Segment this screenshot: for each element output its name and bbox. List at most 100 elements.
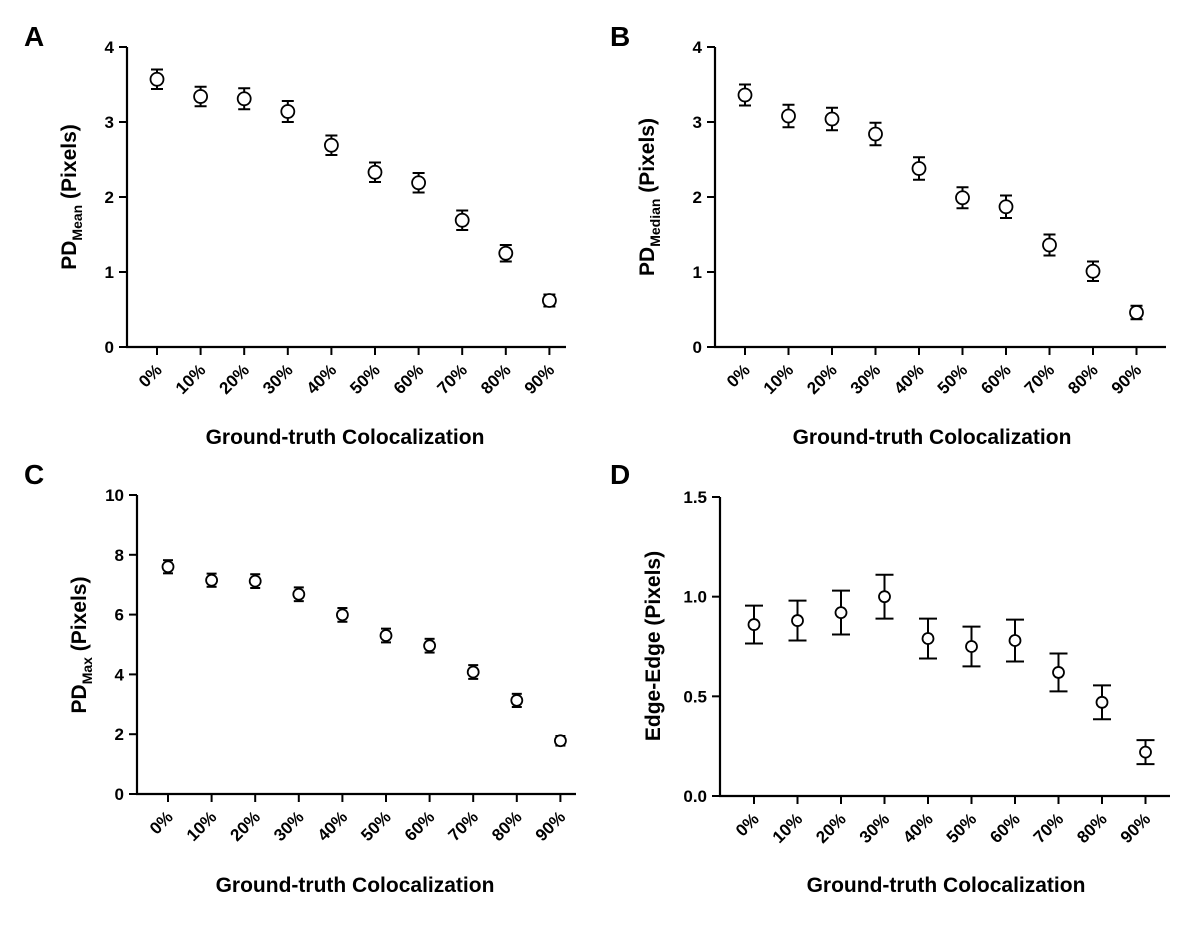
x-tick-label-b: 0% — [723, 360, 754, 391]
y-tick-label-b: 0 — [693, 338, 702, 357]
data-point-c — [379, 629, 393, 642]
data-point-d — [834, 606, 848, 620]
x-tick-label-d: 30% — [856, 809, 893, 846]
x-tick-label-c: 30% — [270, 807, 307, 844]
x-tick-label-a: 40% — [303, 360, 340, 397]
x-tick-label-d: 0% — [732, 809, 763, 840]
x-tick-label-c: 10% — [183, 807, 220, 844]
data-point-a — [193, 89, 209, 104]
x-tick-label-c: 50% — [357, 807, 394, 844]
data-point-a — [498, 245, 514, 261]
data-point-c — [554, 734, 567, 748]
data-point-a — [454, 212, 470, 228]
y-tick-label-d: 0.0 — [683, 787, 707, 806]
data-point-c — [292, 587, 306, 601]
x-tick-label-b: 10% — [760, 360, 797, 397]
y-axis-title-c: PDMax (Pixels) — [68, 577, 95, 714]
data-point-b — [911, 161, 927, 176]
data-point-b — [868, 126, 883, 142]
y-axis-title-a: PDMean (Pixels) — [58, 124, 85, 270]
x-tick-label-c: 20% — [227, 807, 264, 844]
x-tick-label-c: 0% — [146, 807, 177, 838]
y-tick-label-c: 0 — [115, 785, 124, 804]
x-tick-label-d: 90% — [1117, 809, 1154, 846]
data-point-b — [781, 108, 796, 124]
x-tick-label-b: 80% — [1064, 360, 1101, 397]
data-point-d — [791, 614, 804, 627]
y-axis-title-b: PDMedian (Pixels) — [636, 118, 663, 276]
data-point-c — [248, 574, 262, 588]
y-tick-label-c: 10 — [105, 486, 124, 505]
y-tick-label-b: 3 — [693, 113, 702, 132]
data-point-d — [747, 618, 761, 631]
y-tick-label-d: 1.0 — [683, 588, 707, 607]
x-tick-label-a: 50% — [346, 360, 383, 397]
data-point-b — [737, 87, 753, 103]
y-axis-title-d: Edge-Edge (Pixels) — [642, 551, 665, 741]
data-point-b — [824, 111, 840, 127]
data-point-c — [423, 639, 437, 653]
panel-letter-c: C — [24, 459, 44, 490]
x-tick-label-c: 80% — [488, 807, 525, 844]
plot-area-c: 0 2 4 6 8 10 0% 10% 20% 30% 40% 50% 60% 70% 80% 90% — [105, 486, 576, 845]
x-tick-label-c: 40% — [314, 807, 351, 844]
x-axis-title-b: Ground-truth Colocalization — [793, 426, 1072, 449]
panel-letter-d: D — [610, 459, 630, 490]
panel-c: C 0 2 4 6 8 10 0% 10% 20% 30% 40% 50% 60% 70% 80% 90% P… — [24, 459, 576, 897]
data-point-c — [510, 694, 524, 707]
y-tick-label-c: 2 — [115, 725, 124, 744]
x-tick-label-a: 0% — [135, 360, 166, 391]
data-point-b — [1042, 237, 1057, 253]
data-point-d — [921, 632, 935, 645]
y-tick-label-b: 2 — [693, 188, 702, 207]
x-tick-label-d: 80% — [1073, 809, 1110, 846]
data-point-a — [411, 175, 427, 191]
x-tick-label-a: 60% — [390, 360, 427, 397]
x-tick-label-b: 30% — [847, 360, 884, 397]
x-tick-label-a: 10% — [172, 360, 209, 397]
data-point-c — [335, 608, 349, 622]
x-tick-label-b: 50% — [934, 360, 971, 397]
x-axis-title-d: Ground-truth Colocalization — [807, 874, 1086, 897]
y-tick-label-c: 4 — [115, 665, 125, 684]
panel-letter-b: B — [610, 21, 630, 52]
data-point-b — [955, 190, 970, 206]
plot-area-d: 0.0 0.5 1.0 1.5 0% 10% 20% 30% 40% 50% 60% 70% 80% 90… — [683, 488, 1170, 847]
data-point-a — [367, 164, 383, 180]
data-point-b — [998, 199, 1014, 215]
y-tick-label-a: 0 — [105, 338, 114, 357]
data-point-c — [466, 665, 480, 679]
data-point-d — [965, 640, 978, 653]
x-axis-title-c: Ground-truth Colocalization — [216, 874, 495, 897]
y-tick-label-d: 0.5 — [683, 687, 707, 706]
x-tick-label-a: 90% — [521, 360, 558, 397]
data-point-a — [542, 293, 557, 308]
y-tick-label-c: 6 — [115, 606, 124, 625]
data-point-a — [149, 71, 165, 87]
data-point-c — [205, 573, 219, 587]
x-tick-label-b: 60% — [977, 360, 1014, 397]
x-tick-label-b: 20% — [803, 360, 840, 397]
x-tick-label-c: 90% — [532, 807, 569, 844]
y-tick-label-a: 3 — [105, 113, 114, 132]
x-tick-label-a: 80% — [477, 360, 514, 397]
data-point-d — [1095, 695, 1109, 709]
data-point-b — [1085, 263, 1101, 279]
data-point-c — [161, 560, 175, 574]
y-tick-label-b: 4 — [693, 38, 703, 57]
data-point-a — [323, 137, 339, 153]
y-tick-label-a: 1 — [105, 263, 114, 282]
x-tick-label-c: 60% — [401, 807, 438, 844]
data-point-d — [1008, 634, 1022, 647]
data-point-d — [878, 590, 891, 604]
y-tick-label-b: 1 — [693, 263, 702, 282]
data-point-d — [1052, 666, 1065, 679]
panel-d: D 0.0 0.5 1.0 1.5 0% 10% 20% 30% 40% 50% 60% 70% 80%… — [610, 459, 1170, 897]
x-tick-label-a: 20% — [216, 360, 253, 397]
x-tick-label-c: 70% — [445, 807, 482, 844]
x-tick-label-d: 40% — [899, 809, 936, 846]
